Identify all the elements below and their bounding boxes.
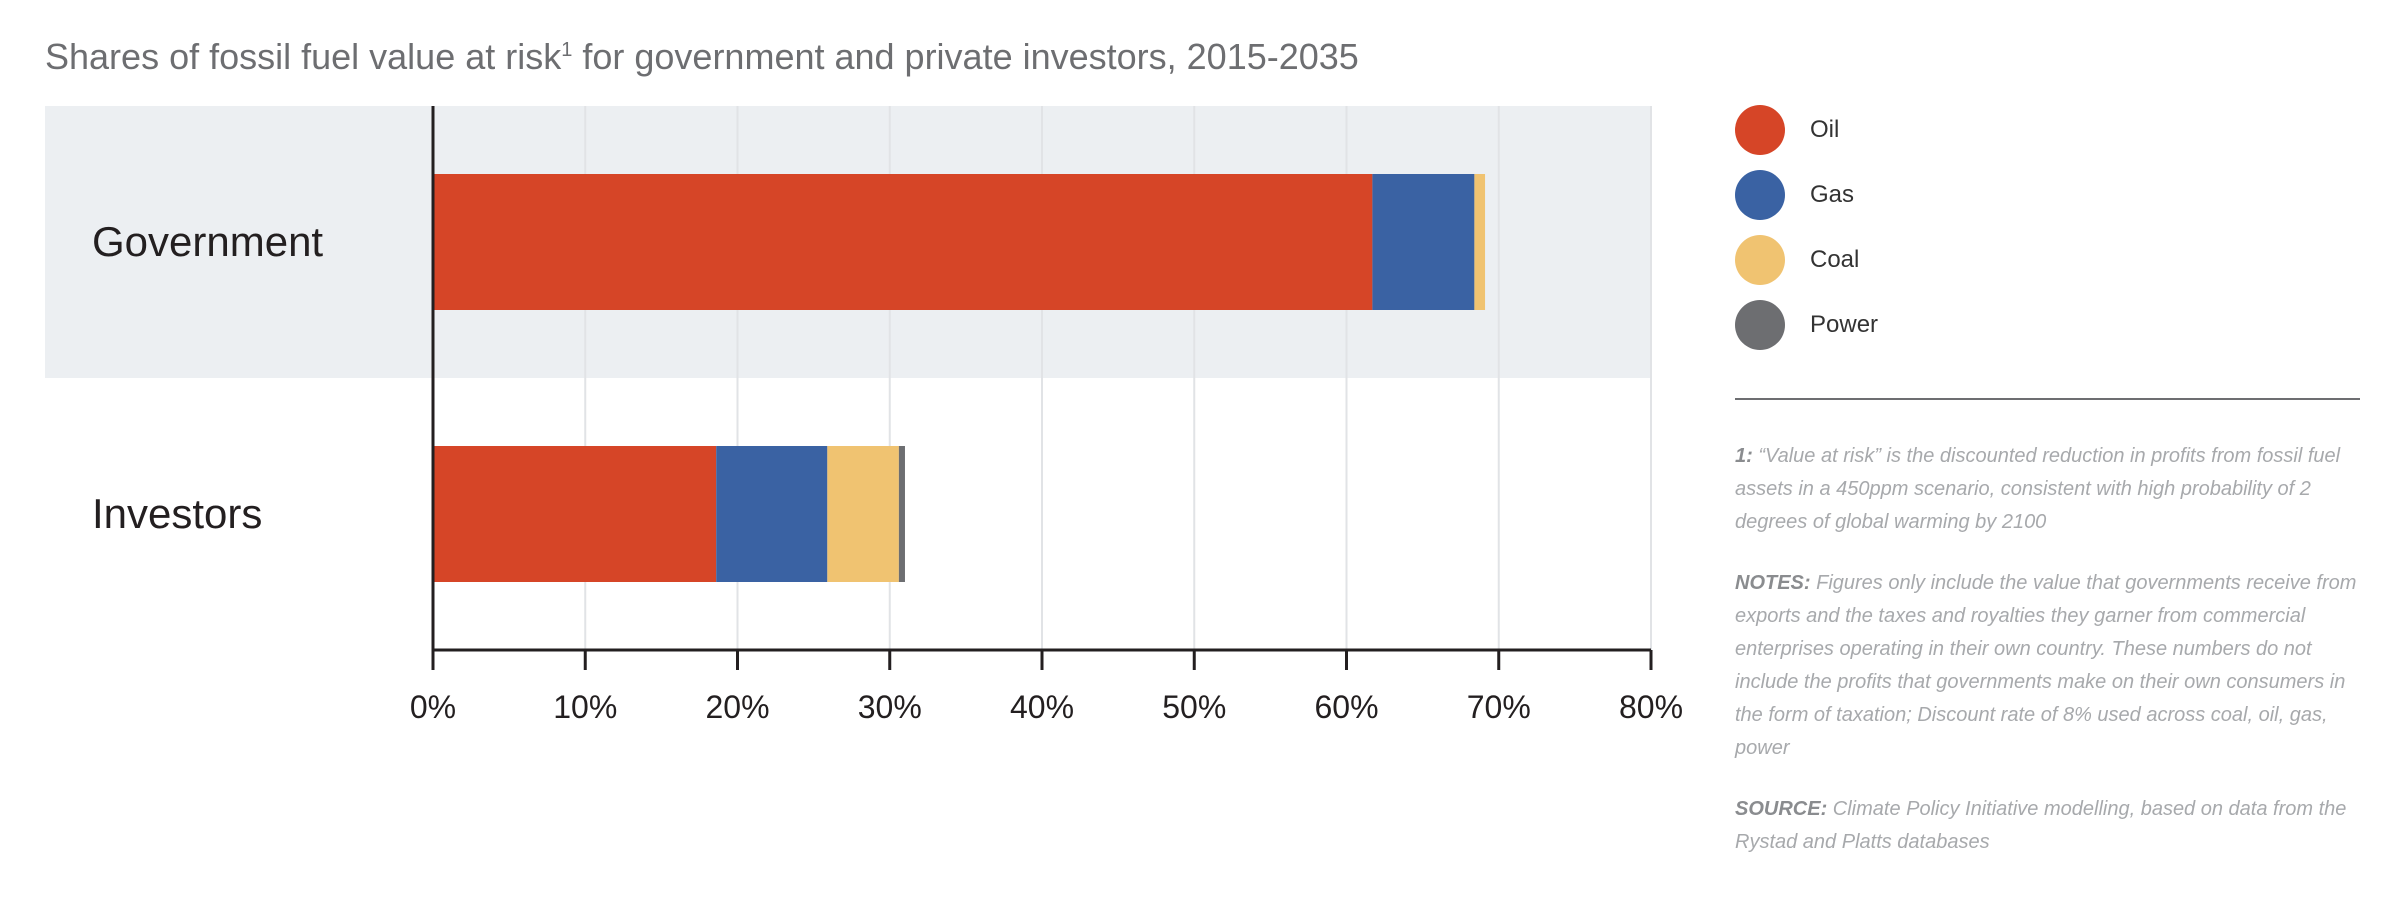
category-label-government: Government [92,218,323,265]
legend-label-power: Power [1810,311,1879,338]
bar-government-gas [1372,174,1475,310]
bar-chart: Government Investors 0% 10% 20% 30% 40% 50% 60% 7… [45,106,1683,725]
bar-investors-coal [827,446,899,582]
title-main: Shares of fossil fuel value at risk [45,36,562,77]
footnote-label: 1: [1735,445,1753,467]
x-tick-label: 70% [1467,689,1531,725]
legend-item-oil: Oil [1735,105,1878,155]
legend-label-coal: Coal [1810,246,1860,273]
legend-item-gas: Gas [1735,170,1878,220]
source-label: SOURCE: [1735,798,1828,820]
legend-swatch-coal [1735,235,1785,285]
category-label-investors: Investors [92,490,262,537]
chart-legend: Oil Gas Coal Power [1735,105,1878,365]
legend-item-coal: Coal [1735,235,1878,285]
notes-paragraph: NOTES: Figures only include the value th… [1735,567,2375,765]
bar-investors-gas [716,446,828,582]
x-tick-label: 50% [1162,689,1226,725]
notes-label: NOTES: [1735,572,1811,594]
legend-divider [1735,398,2360,400]
legend-label-gas: Gas [1810,181,1855,208]
x-tick-label: 20% [705,689,769,725]
x-tick-label: 60% [1314,689,1378,725]
source-text: Climate Policy Initiative modelling, bas… [1735,798,2347,853]
x-tick-label: 0% [410,689,456,725]
notes-text: Figures only include the value that gove… [1735,572,2357,759]
source-paragraph: SOURCE: Climate Policy Initiative modell… [1735,793,2375,859]
legend-label-oil: Oil [1810,116,1840,143]
x-tick-label: 10% [553,689,617,725]
bar-investors-oil [433,446,717,582]
bar-government-oil [433,174,1373,310]
footnote-text: “Value at risk” is the discounted reduct… [1735,445,2341,533]
notes-panel: 1: “Value at risk” is the discounted red… [1735,440,2375,887]
legend-swatch-power [1735,300,1785,350]
footnote: 1: “Value at risk” is the discounted red… [1735,440,2375,539]
x-tick-label: 40% [1010,689,1074,725]
legend-item-power: Power [1735,300,1878,350]
title-footnote-marker: 1 [561,39,573,61]
legend-swatch-gas [1735,170,1785,220]
bar-investors-power [898,446,905,582]
bar-government-coal [1474,174,1486,310]
legend-swatch-oil [1735,105,1785,155]
x-tick-label: 80% [1619,689,1683,725]
chart-title: Shares of fossil fuel value at risk1 for… [45,36,1359,78]
title-rest: for government and private investors, 20… [572,36,1359,77]
x-tick-label: 30% [858,689,922,725]
